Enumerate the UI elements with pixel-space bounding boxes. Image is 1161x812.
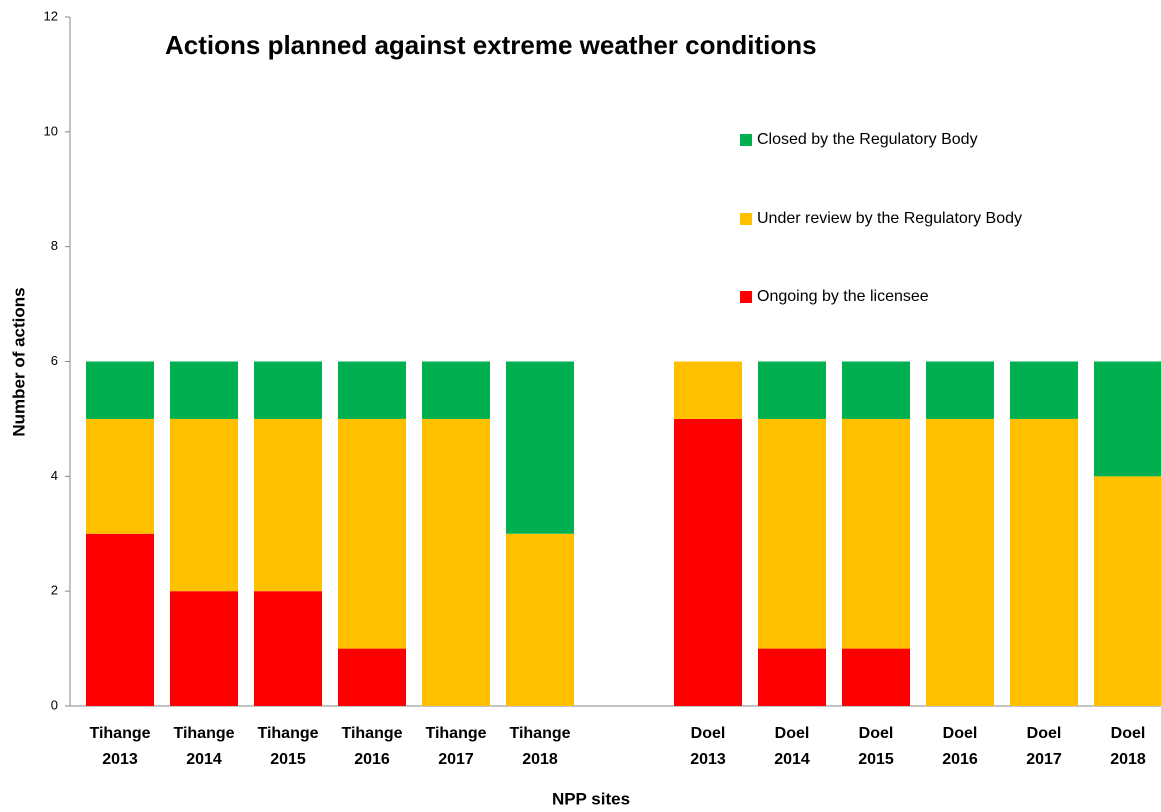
- y-tick-label: 6: [51, 353, 58, 368]
- bar-segment: [758, 361, 826, 419]
- x-tick-label: Tihange 2017: [425, 725, 486, 768]
- bar-segment: [1010, 361, 1078, 419]
- bar-segment: [842, 418, 910, 649]
- x-tick-label: Doel 2016: [942, 725, 978, 768]
- y-tick-label: 4: [51, 468, 58, 483]
- y-tick-label: 10: [44, 123, 58, 138]
- bar-segment: [338, 361, 406, 419]
- x-tick-label: Tihange 2014: [173, 725, 234, 768]
- x-tick-label: Doel 2014: [774, 725, 810, 768]
- legend-label: Closed by the Regulatory Body: [757, 131, 978, 148]
- x-tick-label: Tihange 2018: [509, 725, 570, 768]
- bar-segment: [1094, 361, 1161, 477]
- bar-segment: [674, 361, 742, 419]
- bar-segment: [506, 533, 574, 706]
- x-tick-label: Doel 2018: [1110, 725, 1146, 768]
- bar-segment: [1094, 476, 1161, 706]
- bar-segment: [422, 361, 490, 419]
- bar-segment: [86, 533, 154, 706]
- bar-segment: [422, 418, 490, 706]
- bar-segment: [338, 418, 406, 649]
- bar-segment: [1010, 418, 1078, 706]
- x-tick-label: Tihange 2013: [89, 725, 150, 768]
- x-tick-label: Tihange 2016: [341, 725, 402, 768]
- bar-segment: [170, 591, 238, 706]
- x-tick-label: Doel 2017: [1026, 725, 1062, 768]
- x-axis-label: NPP sites: [552, 789, 630, 808]
- bar-segment: [170, 361, 238, 419]
- legend-swatch: [740, 134, 752, 146]
- bar-segment: [506, 361, 574, 534]
- bar-segment: [254, 591, 322, 706]
- bar-segment: [254, 418, 322, 592]
- legend-label: Under review by the Regulatory Body: [757, 210, 1022, 227]
- legend-label: Ongoing by the licensee: [757, 288, 929, 305]
- bar-segment: [674, 418, 742, 706]
- x-tick-label: Doel 2013: [690, 725, 726, 768]
- x-tick-label: Tihange 2015: [257, 725, 318, 768]
- bar-segment: [86, 361, 154, 419]
- y-tick-label: 0: [51, 697, 58, 712]
- y-tick-label: 2: [51, 583, 58, 598]
- bar-segment: [170, 418, 238, 592]
- bar-segment: [926, 418, 994, 706]
- bar-segment: [926, 361, 994, 419]
- y-tick-label: 8: [51, 238, 58, 253]
- bar-segment: [86, 418, 154, 534]
- y-axis-label: Number of actions: [9, 287, 28, 436]
- bar-segment: [842, 648, 910, 706]
- y-tick-label: 12: [44, 8, 58, 23]
- chart-title: Actions planned against extreme weather …: [165, 30, 817, 60]
- bar-segment: [338, 648, 406, 706]
- legend-swatch: [740, 213, 752, 225]
- bar-segment: [758, 648, 826, 706]
- bar-segment: [842, 361, 910, 419]
- x-tick-label: Doel 2015: [858, 725, 894, 768]
- bar-segment: [254, 361, 322, 419]
- legend-swatch: [740, 291, 752, 303]
- bar-segment: [758, 418, 826, 649]
